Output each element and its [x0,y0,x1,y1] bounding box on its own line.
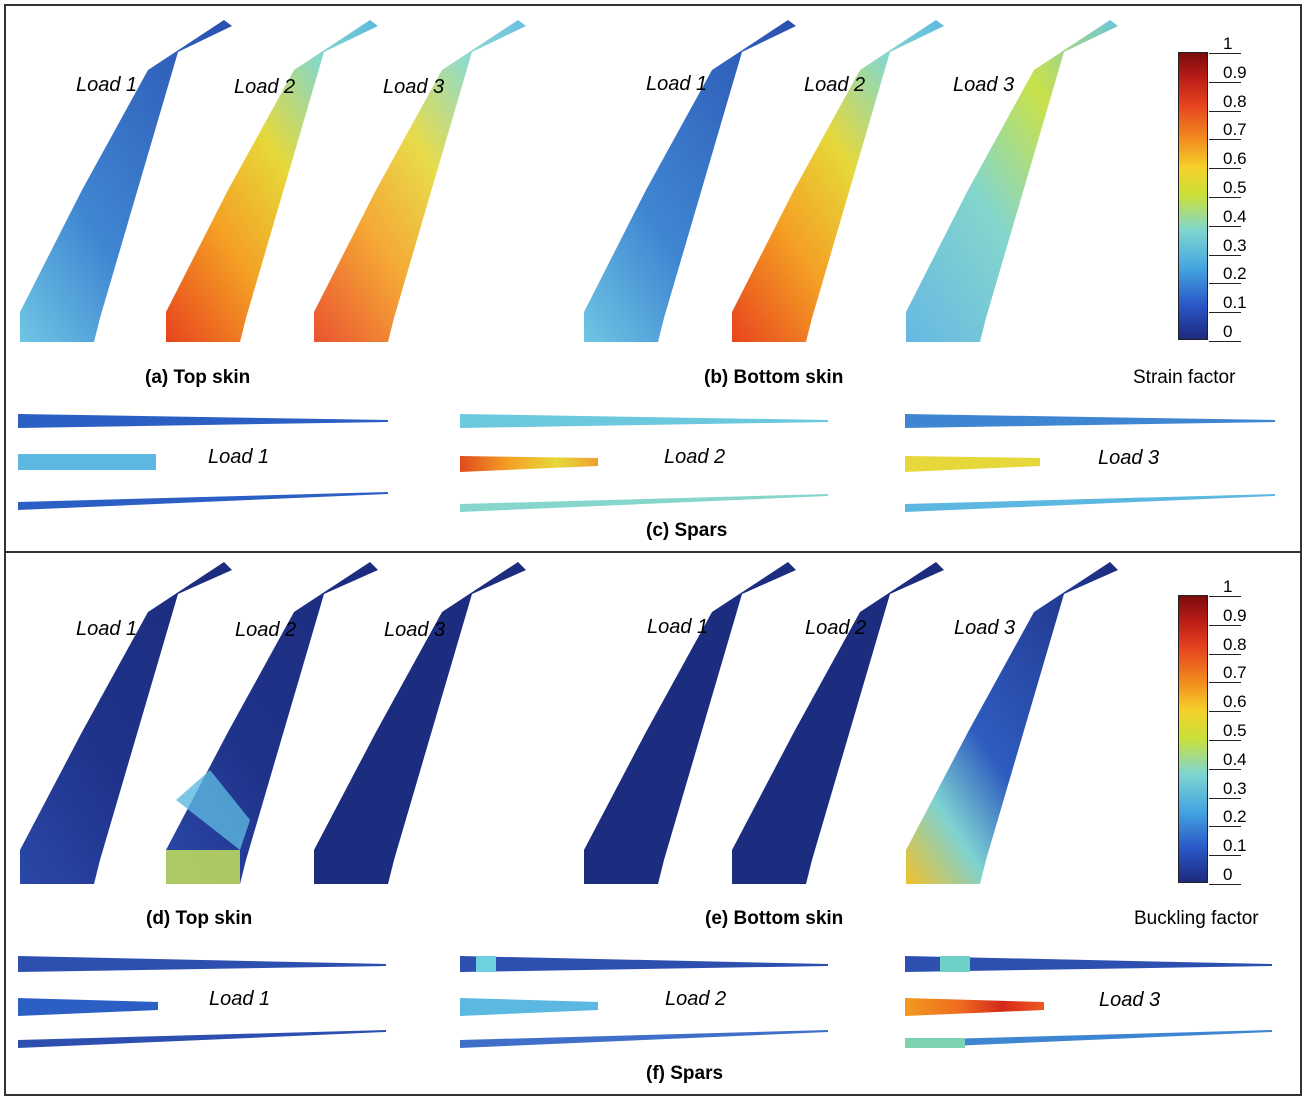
load-label: Load 1 [646,73,708,95]
colorbar-tick: 0.7 [1209,120,1247,141]
colorbar-tick-label: 1 [1223,34,1233,53]
colorbar-tick-label: 0.7 [1223,120,1247,140]
colorbar-tick: 0 [1209,865,1241,885]
colorbar-title-strain: Strain factor [1133,367,1236,388]
wing-bottom-skin-load-2 [732,20,944,342]
colorbar-tick-label: 0.1 [1223,293,1247,313]
wing-top-skin-load-1 [20,20,232,342]
colorbar-tick: 0.8 [1209,92,1247,112]
colorbar-tick-label: 0.8 [1223,634,1247,654]
colorbar-buckling: 1 0.9 0.8 0.7 0.6 0.5 0.4 0.3 0.2 0.1 0 [1178,577,1247,885]
wing-bottom-skin-load-1 [584,20,796,342]
colorbar-tick-label: 0.6 [1223,692,1247,712]
colorbar-tick-label: 0.9 [1223,62,1247,82]
caption-c: (c) Spars [646,520,728,541]
wing-bottom-skin-buckling-load-2 [732,562,944,884]
spar-load-label: Load 2 [664,446,726,468]
colorbar-tick-label: 1 [1223,577,1233,596]
colorbar-tick: 0.6 [1209,149,1247,170]
colorbar-tick: 0.5 [1209,178,1247,198]
colorbar-tick-label: 0.9 [1223,605,1247,625]
colorbar-tick: 0.9 [1209,63,1247,83]
colorbar-tick: 1 [1209,34,1241,54]
colorbar-tick-label: 0.8 [1223,91,1247,111]
colorbar-tick-label: 0.2 [1223,264,1247,284]
load-label: Load 2 [804,74,866,96]
wing-top-skin-load-2 [166,20,378,342]
colorbar-tick: 0.3 [1209,236,1247,256]
spars-load-2-top [460,414,828,512]
colorbar-tick-label: 0 [1223,865,1233,884]
load-label: Load 1 [76,74,138,96]
caption-a: (a) Top skin [145,367,251,388]
spars-load-1-bottom [18,956,386,1048]
colorbar-tick-label: 0.3 [1223,235,1247,255]
spar-load-label: Load 2 [665,988,727,1010]
colorbar-tick: 1 [1209,577,1241,597]
caption-d: (d) Top skin [146,908,253,929]
load-label: Load 3 [384,619,446,641]
colorbar-tick: 0.4 [1209,207,1247,227]
caption-f: (f) Spars [646,1063,724,1084]
colorbar-tick-label: 0.3 [1223,778,1247,798]
colorbar-tick-label: 0.2 [1223,807,1247,827]
colorbar-tick: 0 [1209,322,1241,342]
wing-top-skin-buckling-load-2 [166,562,378,884]
colorbar-tick: 0.2 [1209,264,1247,285]
colorbar-tick-label: 0.4 [1223,749,1247,769]
colorbar-tick-label: 0.4 [1223,206,1247,226]
colorbar-tick-label: 0.7 [1223,663,1247,683]
colorbar-tick: 0.1 [1209,293,1247,314]
wing-top-skin-buckling-load-3 [314,562,526,884]
colorbar-tick-label: 0.5 [1223,178,1247,197]
colorbar-tick: 0.2 [1209,807,1247,828]
spar-load-label: Load 1 [209,988,271,1010]
load-label: Load 2 [234,76,296,98]
colorbar-strain: 1 0.9 0.8 0.7 0.6 0.5 0.4 0.3 0.2 0.1 0 [1178,34,1247,342]
colorbar-tick: 0.6 [1209,692,1247,713]
caption-e: (e) Bottom skin [705,908,844,929]
load-label: Load 3 [953,74,1015,96]
load-label: Load 3 [954,617,1016,639]
colorbar-tick-label: 0.1 [1223,836,1247,856]
spars-load-2-bottom [460,956,828,1048]
colorbar-title-buckling: Buckling factor [1134,908,1259,929]
colorbar-tick-label: 0.6 [1223,149,1247,169]
load-label: Load 2 [805,617,867,639]
colorbar-tick: 0.4 [1209,750,1247,770]
colorbar-tick: 0.7 [1209,663,1247,684]
spar-load-label: Load 3 [1099,989,1161,1011]
wing-bottom-skin-buckling-load-1 [584,562,796,884]
colorbar-tick: 0.9 [1209,606,1247,626]
wing-bottom-skin-load-3 [906,20,1118,342]
load-label: Load 1 [647,616,709,638]
spars-load-1-top [18,414,388,510]
colorbar-tick: 0.3 [1209,779,1247,799]
colorbar-tick-label: 0 [1223,322,1233,341]
spar-load-label: Load 3 [1098,447,1160,469]
spars-load-3-top [905,414,1275,512]
wing-top-skin-load-3 [314,20,526,342]
spar-load-label: Load 1 [208,446,270,468]
load-label: Load 2 [235,619,297,641]
colorbar-tick: 0.5 [1209,721,1247,741]
colorbar-tick: 0.1 [1209,836,1247,857]
wing-bottom-skin-buckling-load-3 [906,562,1118,884]
load-label: Load 1 [76,618,138,640]
caption-b: (b) Bottom skin [704,367,844,388]
colorbar-tick: 0.8 [1209,635,1247,655]
wing-top-skin-buckling-load-1 [20,562,232,884]
load-label: Load 3 [383,76,445,98]
colorbar-tick-label: 0.5 [1223,721,1247,740]
spars-load-3-bottom [905,956,1272,1048]
